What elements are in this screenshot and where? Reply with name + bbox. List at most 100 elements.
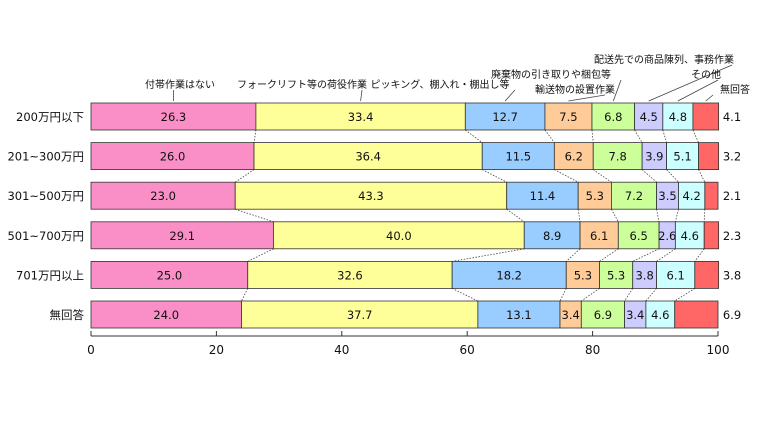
value-label-r1-s1: 36.4	[355, 150, 381, 164]
bar-segment-r2-s7	[704, 181, 719, 210]
bar-segment-r4-s1	[247, 260, 453, 289]
legend: 付帯作業はない フォークリフト等の荷役作業 ピッキング、棚入れ・棚出し等 輸送物の設置…	[145, 53, 750, 102]
bar-segment-r0-s5	[634, 102, 664, 131]
connector-r3-s2	[565, 248, 581, 262]
bar-segment-r1-s0	[90, 142, 255, 171]
bar-segment-r4-s6	[656, 260, 696, 289]
category-label-2: 301~500万円	[7, 189, 84, 203]
bar-segment-r3-s2	[523, 221, 581, 250]
legend-label-6: その他	[691, 68, 721, 81]
bar-segment-r3-s4	[617, 221, 660, 250]
bar-segment-r0-s2	[464, 102, 546, 131]
value-label-r2-s5: 3.5	[658, 189, 676, 203]
x-tick-label-100: 100	[707, 343, 730, 357]
bars-group	[90, 102, 720, 329]
value-label-r3-s1: 40.0	[386, 229, 412, 243]
value-label-r5-s5: 3.4	[626, 308, 644, 322]
bar-segment-r2-s6	[678, 181, 706, 210]
value-label-r1-s2: 11.5	[505, 150, 531, 164]
bar-segment-r0-s4	[591, 102, 636, 131]
bar-segment-r3-s0	[90, 221, 274, 250]
value-label-r1-s4: 7.8	[609, 150, 627, 164]
value-label-r5-s4: 6.9	[594, 308, 612, 322]
value-label-r0-s0: 26.3	[161, 110, 187, 124]
value-label-r5-s2: 13.1	[506, 308, 532, 322]
value-label-r0-s6: 4.8	[669, 110, 687, 124]
bar-segment-r0-s0	[90, 102, 257, 131]
value-label-r4-s2: 18.2	[496, 268, 522, 282]
value-label-r3-s3: 6.1	[590, 229, 608, 243]
value-label-r4-s7: 3.8	[723, 268, 741, 282]
connector-r0-s2	[544, 129, 555, 143]
bar-segment-r0-s7	[692, 102, 720, 131]
value-label-r3-s7: 2.3	[723, 229, 741, 243]
bar-segment-r2-s1	[234, 181, 508, 210]
connector-r4-s5	[645, 288, 657, 302]
category-label-0: 200万円以下	[16, 110, 84, 124]
bar-segment-r1-s2	[481, 142, 555, 171]
connector-r3-s0	[247, 248, 274, 262]
value-label-r0-s7: 4.1	[723, 110, 741, 124]
value-label-r2-s7: 2.1	[723, 189, 741, 203]
value-label-r2-s4: 7.2	[625, 189, 643, 203]
x-tick-label-80: 80	[585, 343, 600, 357]
connector-r4-s6	[674, 288, 696, 302]
legend-leader-7	[705, 94, 714, 102]
bar-segment-r1-s6	[666, 142, 699, 171]
category-label-5: 無回答	[50, 308, 85, 322]
legend-leader-6	[677, 79, 719, 102]
connector-r0-s6	[692, 129, 699, 143]
value-label-r0-s1: 33.4	[348, 110, 374, 124]
value-label-r1-s6: 5.1	[673, 150, 691, 164]
legend-leader-5	[648, 64, 733, 102]
connector-r1-s1	[482, 169, 507, 183]
bar-segment-r1-s5	[641, 142, 667, 171]
connector-r2-s1	[506, 208, 525, 223]
value-label-r0-s2: 12.7	[492, 110, 518, 124]
connector-r4-s1	[451, 288, 479, 302]
connector-r2-s4	[656, 209, 660, 222]
value-label-r1-s0: 26.0	[160, 150, 186, 164]
value-label-r2-s2: 11.4	[530, 189, 556, 203]
value-label-r4-s0: 25.0	[157, 268, 183, 282]
legend-leader-2	[504, 89, 516, 102]
category-label-1: 201~300万円	[7, 150, 84, 164]
bar-segment-r3-s3	[579, 221, 619, 250]
legend-leader-1	[360, 89, 363, 102]
connector-r1-s5	[666, 169, 679, 183]
legend-label-5: 配送先での商品陳列、事務作業	[594, 53, 734, 66]
connector-r0-s4	[634, 129, 643, 143]
connector-r4-s0	[241, 288, 249, 302]
value-label-r4-s4: 5.3	[607, 268, 625, 282]
bar-segment-r1-s7	[698, 142, 720, 171]
bar-segment-r4-s7	[694, 260, 720, 289]
legend-leader-4	[612, 79, 622, 102]
bar-segment-r5-s2	[477, 300, 561, 329]
connector-r2-s5	[674, 209, 679, 222]
bar-segment-r1-s1	[253, 142, 483, 171]
value-label-r5-s6: 4.6	[651, 308, 669, 322]
bar-segment-r4-s4	[599, 260, 634, 289]
bar-segment-r5-s7	[674, 300, 719, 329]
bar-segment-r1-s3	[553, 142, 594, 171]
bar-segment-r2-s3	[577, 181, 612, 210]
x-tick-label-20: 20	[209, 343, 224, 357]
value-label-r2-s1: 43.3	[358, 189, 384, 203]
x-axis: 0 20 40 60 80 100	[87, 331, 729, 357]
value-label-r5-s1: 37.7	[347, 308, 373, 322]
value-label-r5-s0: 24.0	[153, 308, 179, 322]
value-label-r2-s3: 5.3	[586, 189, 604, 203]
category-labels-group: 200万円以下 201~300万円 301~500万円 501~700万円 701万円以…	[7, 110, 84, 322]
value-label-r2-s0: 23.0	[150, 189, 176, 203]
value-label-r3-s4: 6.5	[630, 229, 648, 243]
value-label-r5-s3: 3.4	[562, 308, 580, 322]
connector-r0-s5	[662, 129, 667, 143]
bar-segment-r5-s4	[580, 300, 625, 329]
legend-label-2: ピッキング、棚入れ・棚出し等	[371, 78, 510, 91]
value-label-r5-s7: 6.9	[723, 308, 741, 322]
bar-segment-r4-s0	[90, 260, 249, 289]
value-label-r0-s4: 6.8	[604, 110, 622, 124]
value-labels-group: 26.3 33.4 12.7 7.5 6.8 4.5 4.8 4.1 26.0 36.4 11.5 6…	[150, 110, 741, 322]
legend-leader-3	[568, 94, 606, 102]
connector-r2-s6	[703, 209, 706, 222]
